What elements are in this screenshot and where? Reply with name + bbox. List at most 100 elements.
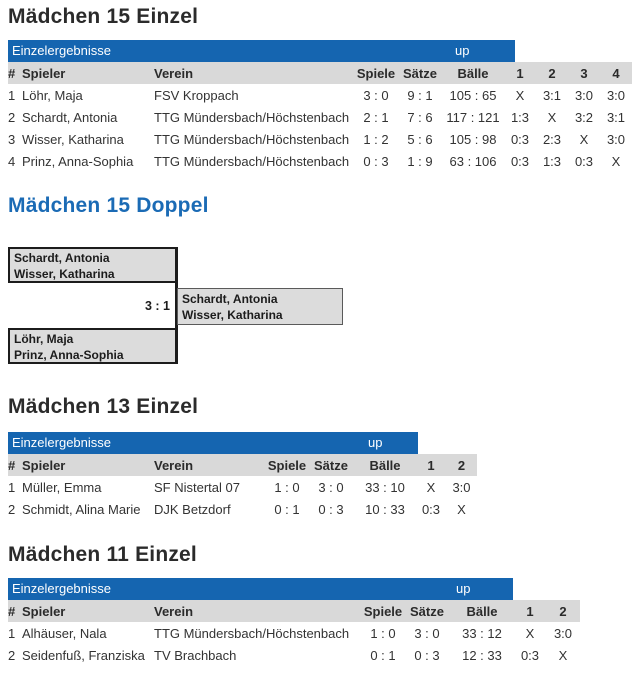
col-header-player: Spieler bbox=[22, 454, 154, 476]
cell-player: Wisser, Katharina bbox=[22, 131, 124, 147]
cell-game1: X bbox=[515, 87, 525, 103]
results-table-m15-einzel: # Spieler Verein Spiele Sätze Bälle 1 2 … bbox=[8, 62, 632, 172]
cell-matches: 0 : 1 bbox=[274, 501, 300, 517]
cell-player: Schmidt, Alina Marie bbox=[22, 501, 141, 517]
col-header-balls: Bälle bbox=[354, 454, 416, 476]
cell-matches: 0 : 1 bbox=[370, 647, 396, 663]
cell-player: Löhr, Maja bbox=[22, 87, 83, 103]
col-header-game1: 1 bbox=[416, 454, 446, 476]
cell-club: TV Brachbach bbox=[154, 647, 237, 663]
cell-sets: 3 : 0 bbox=[318, 479, 344, 495]
cell-club: TTG Mündersbach/Höchstenbach bbox=[154, 109, 350, 125]
bracket-score: 3 : 1 bbox=[144, 299, 170, 313]
cell-matches: 1 : 0 bbox=[370, 625, 396, 641]
cell-club: FSV Kroppach bbox=[154, 87, 239, 103]
cell-sets: 9 : 1 bbox=[407, 87, 433, 103]
table-row: 4 Prinz, Anna-Sophia TTG Mündersbach/Höc… bbox=[8, 150, 632, 172]
col-header-game1: 1 bbox=[504, 62, 536, 84]
section-title-m15-doppel: Mädchen 15 Doppel bbox=[8, 194, 209, 217]
panel-header-label: Einzelergebnisse bbox=[12, 581, 112, 596]
table-row: 2 Schmidt, Alina Marie DJK Betzdorf 0 : … bbox=[8, 498, 477, 520]
cell-game3: 3:0 bbox=[574, 87, 594, 103]
col-header-game3: 3 bbox=[568, 62, 600, 84]
cell-sets: 7 : 6 bbox=[407, 109, 433, 125]
cell-balls: 105 : 65 bbox=[449, 87, 497, 103]
cell-balls: 12 : 33 bbox=[462, 647, 502, 663]
cell-balls: 117 : 121 bbox=[446, 109, 500, 125]
cell-player: Prinz, Anna-Sophia bbox=[22, 153, 134, 169]
cell-matches: 1 : 0 bbox=[274, 479, 300, 495]
col-header-club: Verein bbox=[154, 600, 362, 622]
cell-game2: 3:0 bbox=[452, 479, 471, 495]
cell-game2: X bbox=[558, 647, 568, 663]
table-header-row: # Spieler Verein Spiele Sätze Bälle 1 2 bbox=[8, 454, 477, 476]
cell-game1: X bbox=[525, 625, 535, 641]
col-header-balls: Bälle bbox=[450, 600, 514, 622]
cell-player: Seidenfuß, Franziska bbox=[22, 647, 145, 663]
cell-rank: 1 bbox=[8, 625, 16, 641]
table-row: 3 Wisser, Katharina TTG Mündersbach/Höch… bbox=[8, 128, 632, 150]
results-panel-m11-einzel: Einzelergebnisse up # Spieler Verein Spi… bbox=[8, 578, 580, 666]
cell-game3: 0:3 bbox=[574, 153, 594, 169]
bracket-player-name: Schardt, Antonia bbox=[14, 251, 110, 265]
col-header-balls: Bälle bbox=[442, 62, 504, 84]
cell-balls: 33 : 10 bbox=[365, 479, 405, 495]
col-header-sets: Sätze bbox=[308, 454, 354, 476]
table-row: 2 Seidenfuß, Franziska TV Brachbach 0 : … bbox=[8, 644, 580, 666]
cell-player: Schardt, Antonia bbox=[22, 109, 118, 125]
results-table-m13-einzel: # Spieler Verein Spiele Sätze Bälle 1 2 … bbox=[8, 454, 477, 520]
up-link[interactable]: up bbox=[368, 435, 383, 450]
bracket-player-name: Wisser, Katharina bbox=[182, 308, 283, 322]
cell-club: TTG Mündersbach/Höchstenbach bbox=[154, 153, 350, 169]
cell-sets: 0 : 3 bbox=[318, 501, 344, 517]
table-row: 1 Löhr, Maja FSV Kroppach 3 : 0 9 : 1 10… bbox=[8, 84, 632, 106]
cell-matches: 2 : 1 bbox=[363, 109, 389, 125]
cell-game1: 0:3 bbox=[520, 647, 540, 663]
cell-matches: 1 : 2 bbox=[363, 131, 389, 147]
cell-game3: X bbox=[579, 131, 589, 147]
section-title-m13-einzel: Mädchen 13 Einzel bbox=[8, 395, 199, 418]
col-header-sets: Sätze bbox=[404, 600, 450, 622]
section-title-m15-einzel: Mädchen 15 Einzel bbox=[8, 5, 199, 28]
cell-game2: X bbox=[547, 109, 557, 125]
table-row: 1 Alhäuser, Nala TTG Mündersbach/Höchste… bbox=[8, 622, 580, 644]
cell-club: TTG Mündersbach/Höchstenbach bbox=[154, 625, 350, 641]
panel-header-bar: Einzelergebnisse up bbox=[8, 432, 418, 454]
table-row: 2 Schardt, Antonia TTG Mündersbach/Höchs… bbox=[8, 106, 632, 128]
cell-game4: 3:0 bbox=[606, 87, 626, 103]
cell-balls: 105 : 98 bbox=[449, 131, 497, 147]
cell-rank: 2 bbox=[8, 109, 16, 125]
cell-balls: 10 : 33 bbox=[365, 501, 405, 517]
col-header-num: # bbox=[8, 62, 22, 84]
bracket-player-name: Wisser, Katharina bbox=[14, 267, 115, 281]
col-header-num: # bbox=[8, 454, 22, 476]
cell-club: TTG Mündersbach/Höchstenbach bbox=[154, 131, 350, 147]
cell-matches: 3 : 0 bbox=[363, 87, 389, 103]
cell-sets: 0 : 3 bbox=[414, 647, 440, 663]
bracket-connector-line bbox=[175, 247, 178, 364]
table-header-row: # Spieler Verein Spiele Sätze Bälle 1 2 … bbox=[8, 62, 632, 84]
results-panel-m15-einzel: Einzelergebnisse up # Spieler Verein Spi… bbox=[8, 40, 632, 172]
up-link[interactable]: up bbox=[456, 581, 471, 596]
bracket-pair-top: Schardt, Antonia Wisser, Katharina bbox=[8, 247, 177, 283]
cell-matches: 0 : 3 bbox=[363, 153, 389, 169]
cell-balls: 63 : 106 bbox=[449, 153, 497, 169]
cell-sets: 3 : 0 bbox=[414, 625, 440, 641]
cell-game2: 1:3 bbox=[542, 153, 562, 169]
results-table-m11-einzel: # Spieler Verein Spiele Sätze Bälle 1 2 … bbox=[8, 600, 580, 666]
bracket-pair-bottom: Löhr, Maja Prinz, Anna-Sophia bbox=[8, 328, 177, 364]
cell-game2: 3:1 bbox=[542, 87, 562, 103]
bracket-player-name: Löhr, Maja bbox=[14, 332, 74, 346]
cell-rank: 3 bbox=[8, 131, 16, 147]
cell-game1: 0:3 bbox=[510, 131, 530, 147]
up-link[interactable]: up bbox=[455, 43, 470, 58]
col-header-num: # bbox=[8, 600, 22, 622]
col-header-player: Spieler bbox=[22, 600, 154, 622]
cell-game1: 1:3 bbox=[510, 109, 530, 125]
cell-rank: 2 bbox=[8, 501, 16, 517]
cell-game1: X bbox=[426, 479, 436, 495]
panel-header-bar: Einzelergebnisse up bbox=[8, 40, 515, 62]
cell-player: Alhäuser, Nala bbox=[22, 625, 107, 641]
col-header-club: Verein bbox=[154, 454, 266, 476]
panel-header-label: Einzelergebnisse bbox=[12, 43, 112, 58]
